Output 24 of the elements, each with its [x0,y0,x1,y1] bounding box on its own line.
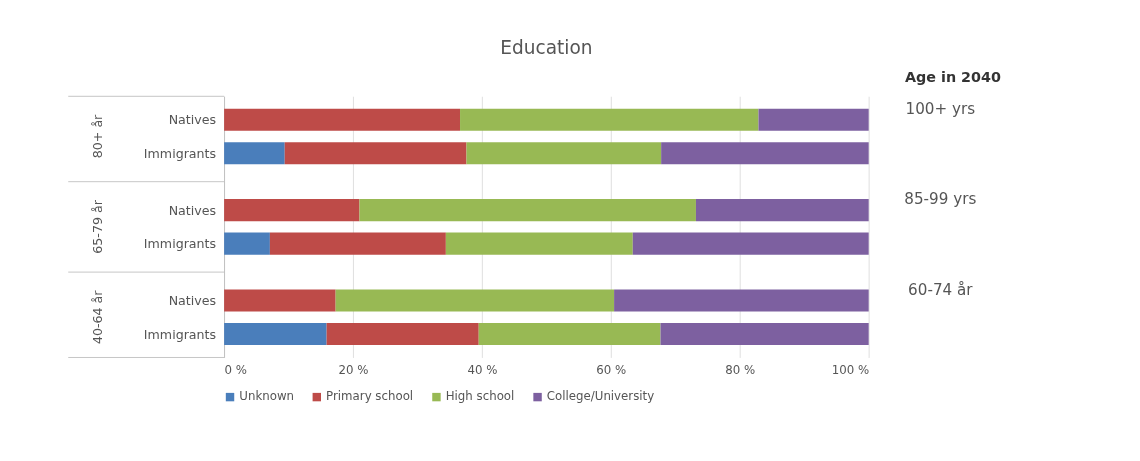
y-tick-label: Natives [168,112,217,128]
y-tick-label: Immigrants [143,326,217,342]
legend-label: College/University [546,389,655,404]
x-tick-label: 100 % [831,362,870,377]
y-tick-label: Natives [168,293,217,309]
text: 85-99 yrs [904,190,977,209]
x-tick-label: 40 % [467,362,498,377]
text: Age in 2040 [904,68,1001,85]
chart-title: Education [500,37,593,59]
text: 80+ år [89,113,105,159]
text: 100+ yrs [905,99,976,118]
x-tick-label: 20 % [338,362,369,377]
x-tick-label: 0 % [224,362,247,377]
y-tick-label: Immigrants [143,145,217,161]
text: 40-64 år [89,289,105,345]
text: 60-74 år [908,280,974,299]
legend-label: High school [445,389,515,404]
legend-label: Primary school [326,389,414,404]
x-tick-label: 60 % [596,362,627,377]
text: 65-79 år [89,199,105,254]
y-tick-label: Immigrants [143,236,217,252]
y-tick-label: Natives [168,202,217,218]
legend-label: Unknown [239,389,294,404]
x-tick-label: 80 % [725,362,756,377]
